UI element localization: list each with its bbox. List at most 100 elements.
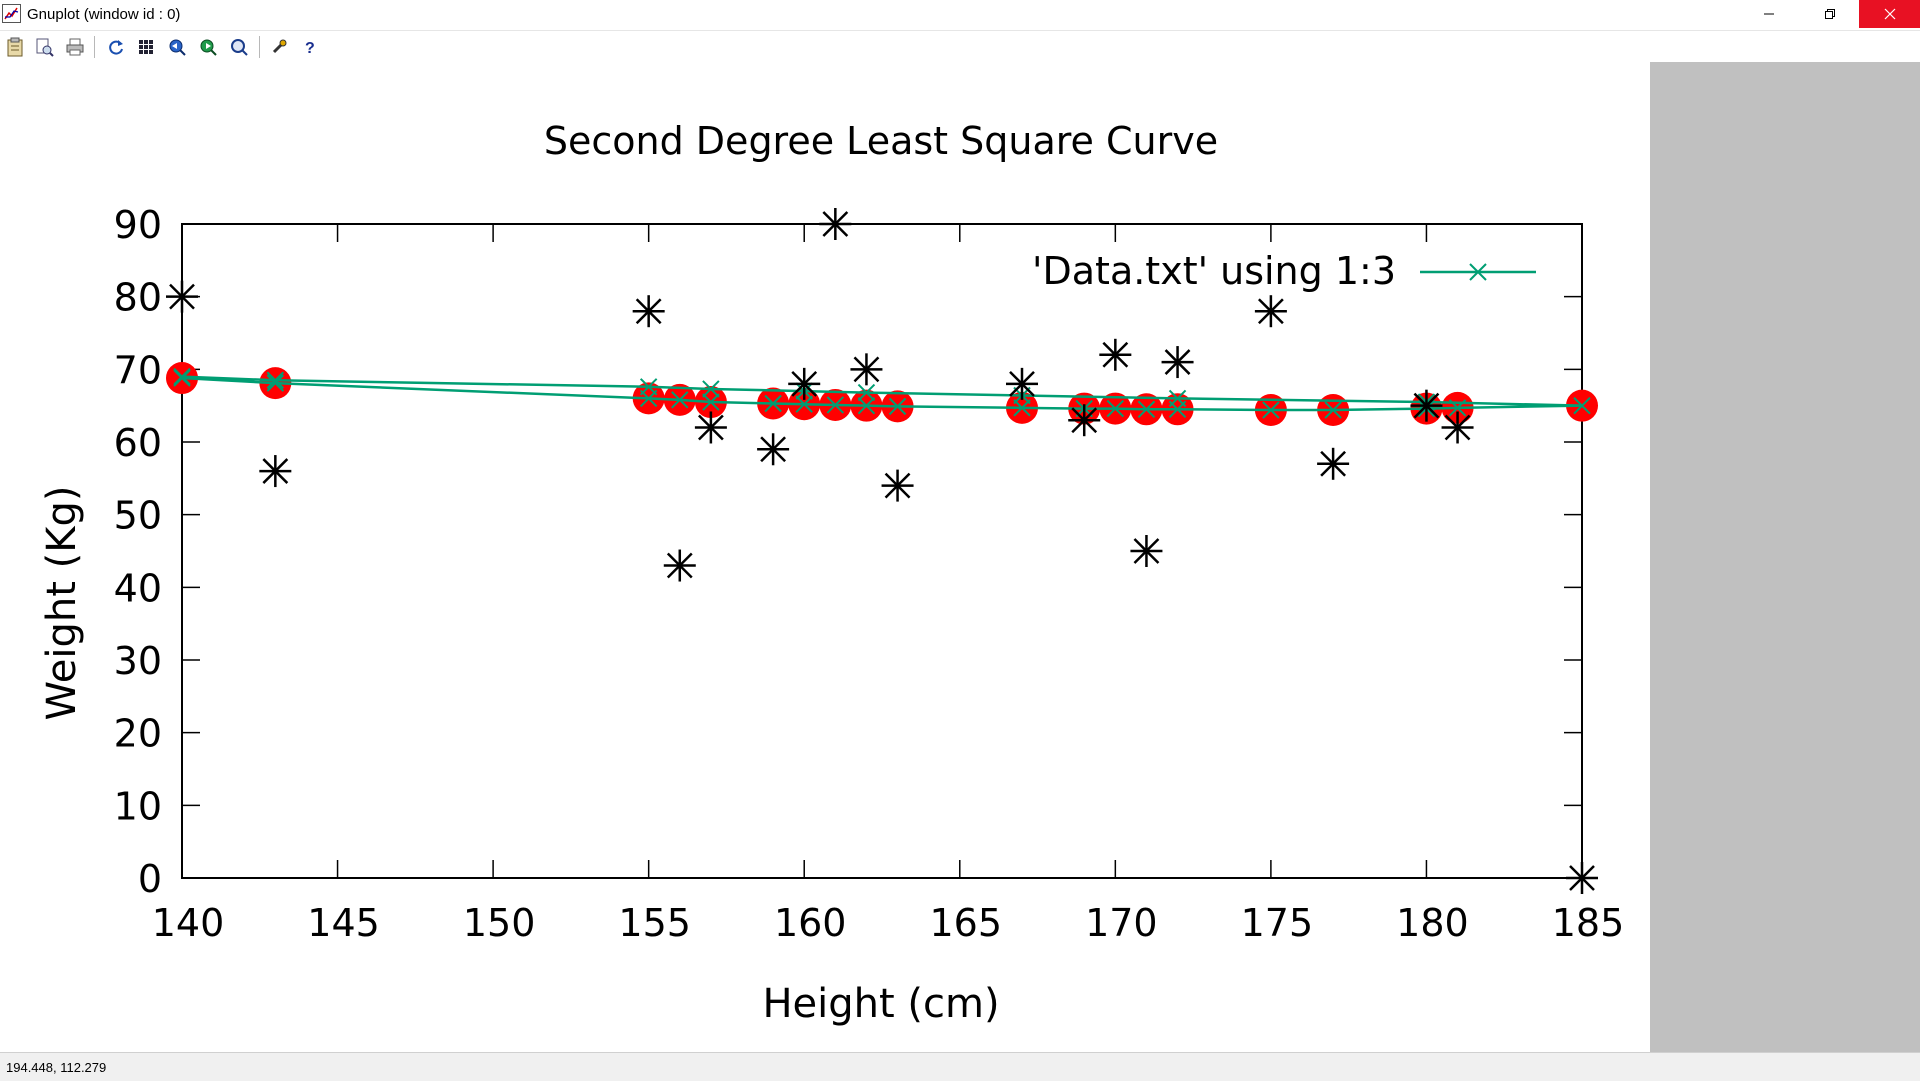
y-tick-label: 20	[114, 712, 162, 756]
chart-title: Second Degree Least Square Curve	[544, 119, 1218, 163]
data-point-star	[1317, 447, 1350, 480]
fit-line-point	[764, 394, 782, 413]
data-point-star	[1566, 862, 1598, 894]
data-point-star	[1410, 389, 1443, 422]
data-point-star	[1006, 367, 1038, 400]
fit-line-point	[639, 378, 658, 396]
fit-line-point	[1448, 399, 1467, 417]
data-point-star	[663, 549, 696, 582]
restore-button[interactable]	[1802, 0, 1858, 28]
x-tick-label: 175	[1241, 901, 1314, 945]
close-button[interactable]	[1859, 0, 1920, 28]
print-preview-icon	[36, 38, 54, 57]
data-point-star	[757, 433, 790, 466]
x-tick-label: 150	[463, 901, 536, 945]
y-tick-label: 80	[114, 276, 162, 320]
replot-icon	[109, 40, 123, 55]
help-button[interactable]: ?	[298, 35, 322, 59]
minimize-button[interactable]	[1741, 0, 1797, 28]
gnuplot-chart: Second Degree Least Square Curve Height …	[39, 119, 1625, 1027]
legend-label: 'Data.txt' using 1:3	[1032, 249, 1396, 293]
data-point-star	[1130, 535, 1163, 567]
fit-line-point	[266, 374, 285, 392]
x-tick-label: 170	[1085, 901, 1158, 945]
toolbar: ?	[0, 31, 1920, 62]
data-point-star	[881, 469, 914, 502]
grid-toggle-button[interactable]	[134, 35, 158, 59]
fit-line-point	[173, 369, 191, 387]
y-tick-label: 40	[114, 566, 162, 610]
zoom-next-icon	[200, 39, 217, 56]
y-tick-label: 30	[114, 639, 162, 683]
data-point-star	[1161, 346, 1194, 379]
fit-line-point	[1573, 396, 1591, 415]
fit-line-point	[795, 395, 813, 413]
fit-line-point	[857, 383, 876, 402]
next-zoom-button[interactable]	[196, 35, 220, 59]
grid-icon	[139, 40, 153, 54]
data-point-star	[819, 208, 852, 240]
toolbar-separator	[259, 36, 260, 58]
x-tick-label: 155	[618, 901, 691, 945]
fit-line-point	[1262, 401, 1280, 419]
window-title: Gnuplot (window id : 0)	[27, 6, 181, 23]
toolbar-separator	[94, 36, 95, 58]
unused-canvas-area	[1650, 62, 1920, 1052]
y-tick-label: 50	[114, 494, 162, 538]
status-bar: 194.448, 112.279	[0, 1052, 1920, 1081]
print-icon	[66, 38, 84, 56]
fit-line-point	[1106, 399, 1125, 418]
data-point-star	[850, 353, 883, 386]
data-point-star	[166, 280, 198, 313]
restore-icon	[1825, 9, 1835, 19]
x-tick-label: 185	[1552, 901, 1625, 945]
zoom-previous-icon	[169, 39, 186, 56]
fit-line-point	[857, 396, 876, 415]
autoscale-button[interactable]	[227, 35, 251, 59]
y-tick-label: 10	[114, 784, 162, 828]
plot-canvas[interactable]: Second Degree Least Square Curve Height …	[0, 62, 1650, 1052]
gnuplot-app-icon	[2, 4, 21, 23]
minimize-icon	[1764, 13, 1774, 15]
data-point-star	[1099, 338, 1132, 371]
clipboard-icon	[7, 37, 23, 57]
fit-line-point	[826, 396, 845, 414]
x-tick-label: 145	[307, 901, 380, 945]
y-tick-label: 0	[138, 857, 162, 901]
print-preview-button[interactable]	[32, 35, 56, 59]
fit-line-point	[266, 371, 285, 389]
y-axis-label: Weight (Kg)	[39, 486, 85, 721]
replot-button[interactable]	[104, 35, 128, 59]
data-point-star	[788, 367, 821, 400]
plot-border	[181, 223, 1583, 879]
data-point-star	[1441, 411, 1474, 444]
fit-line-point	[1324, 401, 1342, 419]
y-tick-label: 70	[114, 348, 162, 392]
data-point-star	[1254, 295, 1287, 328]
data-point-star	[694, 411, 727, 444]
options-button[interactable]	[267, 35, 291, 59]
previous-zoom-button[interactable]	[165, 35, 189, 59]
data-point-star	[259, 455, 292, 488]
data-point-star	[632, 295, 665, 328]
title-bar: Gnuplot (window id : 0)	[0, 0, 1920, 31]
copy-to-clipboard-button[interactable]	[3, 35, 27, 59]
x-tick-label: 180	[1396, 901, 1469, 945]
fit-line-point	[1168, 389, 1187, 408]
fit-line-point	[1137, 400, 1156, 419]
print-button[interactable]	[63, 35, 87, 59]
fit-line-point	[671, 391, 689, 409]
close-icon	[1884, 8, 1895, 20]
autoscale-icon	[231, 39, 248, 56]
mouse-coordinates: 194.448, 112.279	[6, 1060, 107, 1075]
y-tick-label: 60	[114, 421, 162, 465]
fit-line	[181, 375, 1583, 412]
x-axis-label: Height (cm)	[762, 981, 999, 1027]
data-point-star	[1068, 404, 1101, 437]
x-tick-label: 165	[930, 901, 1003, 945]
fit-line-point	[888, 397, 907, 416]
fit-line-point	[702, 380, 720, 398]
fit-line-point	[702, 393, 720, 411]
svg-text:?: ?	[305, 40, 315, 56]
help-icon: ?	[305, 40, 315, 56]
